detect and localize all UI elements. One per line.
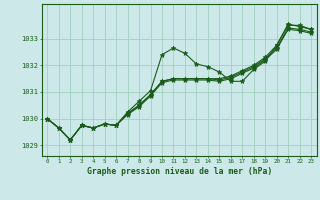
- X-axis label: Graphe pression niveau de la mer (hPa): Graphe pression niveau de la mer (hPa): [87, 167, 272, 176]
